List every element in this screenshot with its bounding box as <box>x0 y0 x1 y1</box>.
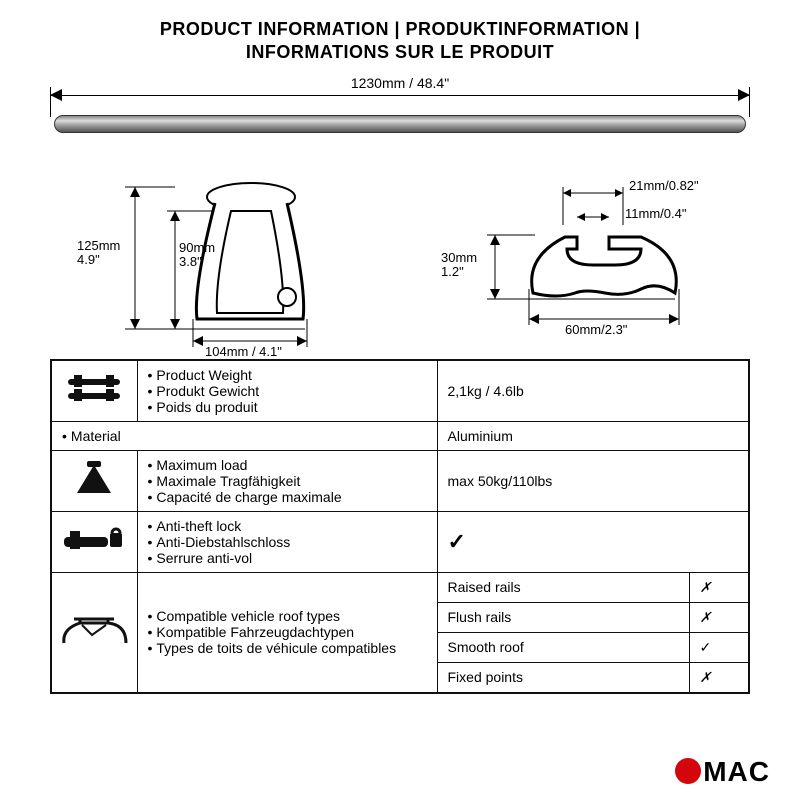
material-label: Material <box>51 421 437 450</box>
rooftype-label-en: Compatible vehicle roof types <box>148 608 427 624</box>
rooftype-3-name: Fixed points <box>437 662 689 693</box>
weight-label-en: Product Weight <box>148 367 427 383</box>
row-material: Material Aluminium <box>51 421 749 450</box>
rooftype-label-fr: Types de toits de véhicule compatibles <box>148 640 427 656</box>
maxload-label-fr: Capacité de charge maximale <box>148 489 427 505</box>
weight-icon <box>51 360 137 422</box>
spec-table: Product Weight Produkt Gewicht Poids du … <box>50 359 750 694</box>
antitheft-value: ✓ <box>437 511 749 572</box>
profile-width-label: 60mm/2.3" <box>565 323 627 337</box>
profile-slot-w-label: 11mm/0.4" <box>625 207 686 221</box>
diagrams-region: 1230mm / 48.4" <box>0 69 800 353</box>
foot-height-inner-label: 90mm 3.8" <box>179 241 215 270</box>
row-antitheft: Anti-theft lock Anti-Diebstahlschloss Se… <box>51 511 749 572</box>
row-rooftype-0: Compatible vehicle roof types Kompatible… <box>51 572 749 602</box>
rooftype-labels: Compatible vehicle roof types Kompatible… <box>137 572 437 693</box>
maxload-icon <box>51 450 137 511</box>
antitheft-label-en: Anti-theft lock <box>148 518 427 534</box>
weight-label-fr: Poids du produit <box>148 399 427 415</box>
antitheft-labels: Anti-theft lock Anti-Diebstahlschloss Se… <box>137 511 437 572</box>
row-maxload: Maximum load Maximale Tragfähigkeit Capa… <box>51 450 749 511</box>
rooftype-3-mark: ✗ <box>689 662 749 693</box>
profile-height-label: 30mm 1.2" <box>441 251 477 280</box>
rooftype-label-de: Kompatible Fahrzeugdachtypen <box>148 624 427 640</box>
maxload-label-en: Maximum load <box>148 457 427 473</box>
rooftype-2-mark: ✓ <box>689 632 749 662</box>
maxload-label-de: Maximale Tragfähigkeit <box>148 473 427 489</box>
profile-top-w-label: 21mm/0.82" <box>629 179 699 193</box>
rooftype-0-name: Raised rails <box>437 572 689 602</box>
antitheft-icon <box>51 511 137 572</box>
length-diagram: 1230mm / 48.4" <box>50 77 750 147</box>
brand-logo: MAC <box>675 756 770 788</box>
length-arrow-right <box>738 89 750 101</box>
brand-text: MAC <box>703 756 770 787</box>
length-arrow-left <box>50 89 62 101</box>
length-dim-line <box>50 95 750 96</box>
maxload-value: max 50kg/110lbs <box>437 450 749 511</box>
weight-label-de: Produkt Gewicht <box>148 383 427 399</box>
foot-diagram: 125mm 4.9" 90mm 3.8" 104mm / 4.1" <box>75 169 375 349</box>
rooftype-1-mark: ✗ <box>689 602 749 632</box>
profile-diagram: 21mm/0.82" 11mm/0.4" 30mm 1.2" 60mm/2.3" <box>425 169 725 349</box>
page-title: PRODUCT INFORMATION | PRODUKTINFORMATION… <box>0 0 800 69</box>
foot-height-outer-label: 125mm 4.9" <box>77 239 120 268</box>
title-line-2: INFORMATIONS SUR LE PRODUIT <box>40 41 760 64</box>
rooftype-1-name: Flush rails <box>437 602 689 632</box>
rooftype-0-mark: ✗ <box>689 572 749 602</box>
rooftype-2-name: Smooth roof <box>437 632 689 662</box>
material-label-text: Material <box>62 428 427 444</box>
material-value: Aluminium <box>437 421 749 450</box>
crossbar-graphic <box>54 115 746 133</box>
row-weight: Product Weight Produkt Gewicht Poids du … <box>51 360 749 422</box>
foot-width-label: 104mm / 4.1" <box>205 345 282 359</box>
weight-labels: Product Weight Produkt Gewicht Poids du … <box>137 360 437 422</box>
antitheft-label-fr: Serrure anti-vol <box>148 550 427 566</box>
length-label: 1230mm / 48.4" <box>50 75 750 91</box>
title-line-1: PRODUCT INFORMATION | PRODUKTINFORMATION… <box>40 18 760 41</box>
brand-dot-icon <box>675 758 701 784</box>
antitheft-label-de: Anti-Diebstahlschloss <box>148 534 427 550</box>
rooftype-icon <box>51 572 137 693</box>
maxload-labels: Maximum load Maximale Tragfähigkeit Capa… <box>137 450 437 511</box>
weight-value: 2,1kg / 4.6lb <box>437 360 749 422</box>
